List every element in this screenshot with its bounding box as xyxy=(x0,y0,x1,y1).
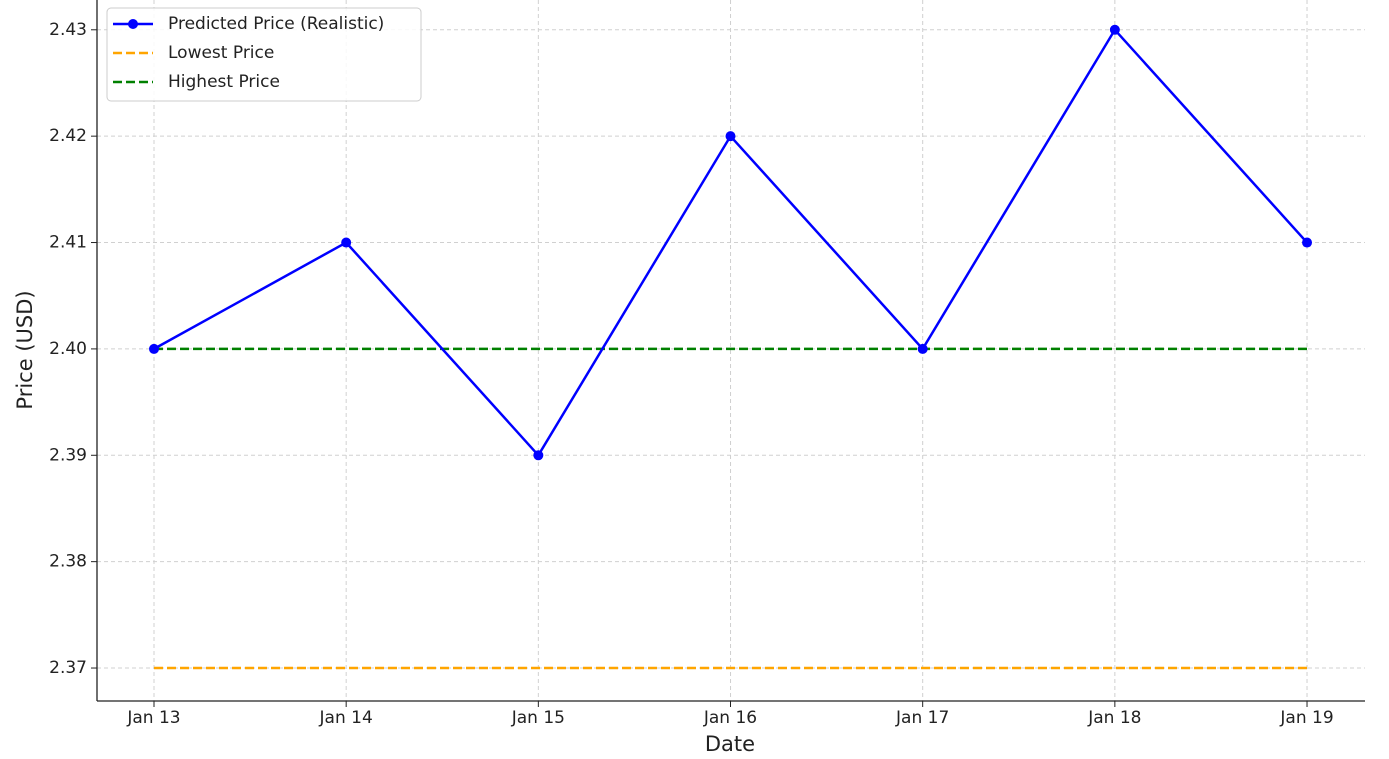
legend-marker xyxy=(128,19,138,29)
x-tick-label: Jan 13 xyxy=(126,708,180,728)
point xyxy=(1302,237,1313,248)
legend-label: Lowest Price xyxy=(168,43,274,63)
x-tick-label: Jan 17 xyxy=(895,708,949,728)
point xyxy=(533,450,544,461)
x-tick-label: Jan 14 xyxy=(319,708,373,728)
point xyxy=(1109,24,1120,35)
legend-box xyxy=(106,7,422,102)
y-tick-label: 2.37 xyxy=(49,658,87,678)
y-tick-label: 2.41 xyxy=(49,233,87,253)
y-tick-label: 2.43 xyxy=(49,20,87,40)
x-tick-label: Jan 19 xyxy=(1279,708,1333,728)
y-tick-label: 2.40 xyxy=(49,339,87,359)
point xyxy=(917,343,928,354)
y-axis-label: Price (USD) xyxy=(13,290,37,409)
x-tick-label: Jan 16 xyxy=(703,708,757,728)
y-tick-label: 2.39 xyxy=(49,445,87,465)
x-tick-label: Jan 18 xyxy=(1087,708,1141,728)
legend-label: Highest Price xyxy=(168,72,280,92)
x-axis-label: Date xyxy=(705,732,755,756)
y-tick-label: 2.42 xyxy=(49,126,87,146)
point xyxy=(149,343,159,354)
legend-label: Predicted Price (Realistic) xyxy=(168,14,384,34)
point xyxy=(725,131,736,142)
x-tick-label: Jan 15 xyxy=(511,708,565,728)
y-tick-label: 2.38 xyxy=(49,552,87,572)
point xyxy=(341,237,352,248)
